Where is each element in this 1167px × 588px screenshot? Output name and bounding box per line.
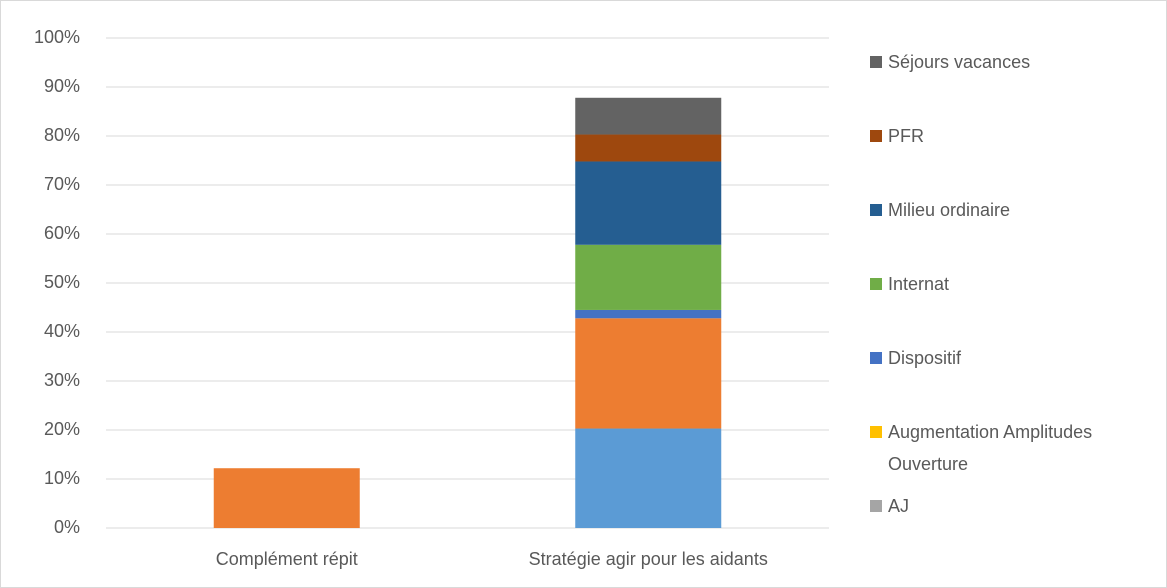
y-tick-label: 20% [44,419,80,439]
bar-segment [575,244,722,310]
legend-label: Internat [888,274,950,294]
legend-label: AJ [888,496,910,516]
legend-item: Séjours vacances [870,46,1160,78]
legend-swatch [870,204,882,216]
y-tick-label: 10% [44,468,80,488]
y-tick-label: 30% [44,370,80,390]
legend-label: Augmentation Amplitudes Ouverture [888,422,1093,474]
y-tick-label: 60% [44,223,80,243]
y-tick-label: 0% [54,517,80,537]
bar-segment [575,134,722,162]
legend-item: Dispositif [870,342,1160,374]
legend-swatch [870,130,882,142]
legend-swatch [870,56,882,68]
y-tick-label: 50% [44,272,80,292]
x-tick-label: Stratégie agir pour les aidants [529,549,768,569]
y-tick-label: 90% [44,76,80,96]
y-tick-label: 80% [44,125,80,145]
legend-swatch [870,426,882,438]
bar-segment [575,309,722,319]
legend-swatch [870,278,882,290]
legend-item: Milieu ordinaire [870,194,1160,226]
legend-item: Augmentation Amplitudes Ouverture [870,416,1160,480]
legend-item: PFR [870,120,1160,152]
y-tick-label: 40% [44,321,80,341]
bar-segment [575,97,722,135]
bar-segment [575,428,722,528]
legend-label: Dispositif [888,348,962,368]
bar-segment [575,318,722,429]
bar-segment [575,161,722,245]
legend-label: PFR [888,126,924,146]
legend-item: AJ [870,490,1160,522]
x-tick-label: Complément répit [216,549,358,569]
legend-swatch [870,352,882,364]
legend-label: Milieu ordinaire [888,200,1011,220]
y-tick-label: 100% [34,27,80,47]
bar-segment [213,468,360,528]
legend-item: Internat [870,268,1160,300]
legend-swatch [870,500,882,512]
y-tick-label: 70% [44,174,80,194]
legend-label: Séjours vacances [888,52,1031,72]
